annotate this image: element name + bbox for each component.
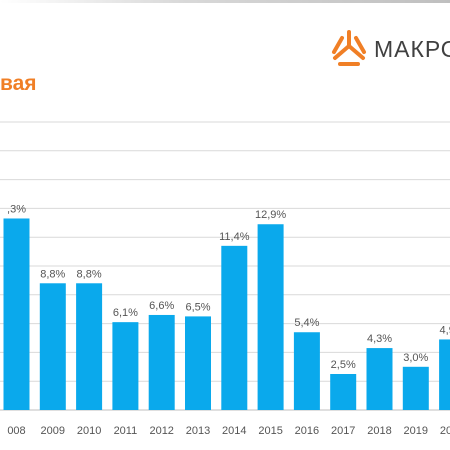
data-label: 12,9% bbox=[255, 209, 286, 221]
data-label: 8,8% bbox=[40, 268, 65, 280]
bar bbox=[402, 366, 429, 410]
x-tick-label: 2011 bbox=[114, 425, 138, 437]
top-divider bbox=[0, 0, 450, 3]
data-label: 8,8% bbox=[77, 268, 102, 280]
bar bbox=[439, 339, 450, 410]
x-tick-label: 2015 bbox=[258, 425, 282, 437]
bar bbox=[366, 348, 393, 410]
data-label: 5,4% bbox=[294, 317, 319, 329]
data-label: 11,4% bbox=[219, 231, 250, 243]
logo-text: МАКРО bbox=[374, 36, 450, 62]
x-tick-label: 2010 bbox=[77, 425, 101, 437]
x-tick-label: 2012 bbox=[149, 425, 173, 437]
x-tick-label: 2013 bbox=[186, 425, 210, 437]
x-tick-label: 2014 bbox=[222, 425, 246, 437]
chart-title: вая bbox=[0, 72, 37, 95]
x-tick-label: 2009 bbox=[41, 425, 65, 437]
data-label: 6,6% bbox=[149, 300, 174, 312]
x-tick-label: 2016 bbox=[295, 425, 319, 437]
macro-triangle-logo-icon bbox=[332, 30, 366, 66]
data-label: 6,1% bbox=[113, 307, 138, 319]
data-label: 6,5% bbox=[185, 301, 210, 313]
bar bbox=[148, 314, 175, 410]
bar bbox=[76, 283, 103, 410]
x-tick-label: 2018 bbox=[367, 425, 391, 437]
x-tick-label: 2017 bbox=[331, 425, 355, 437]
x-tick-label: 008 bbox=[7, 425, 25, 437]
bar bbox=[293, 332, 320, 410]
x-tick-label: 2020 bbox=[440, 425, 450, 437]
bar bbox=[330, 374, 357, 410]
data-label: 2,5% bbox=[331, 359, 356, 371]
data-label: 4,3% bbox=[367, 333, 392, 345]
bar bbox=[185, 316, 211, 410]
bar bbox=[39, 283, 66, 410]
data-label: 3,0% bbox=[403, 352, 428, 364]
bar bbox=[112, 322, 139, 410]
bar bbox=[3, 218, 30, 410]
x-tick-label: 2019 bbox=[404, 425, 428, 437]
data-label: 4,9% bbox=[440, 324, 450, 336]
bar bbox=[257, 224, 284, 410]
bar bbox=[221, 245, 248, 410]
data-label: ,3% bbox=[7, 203, 26, 215]
